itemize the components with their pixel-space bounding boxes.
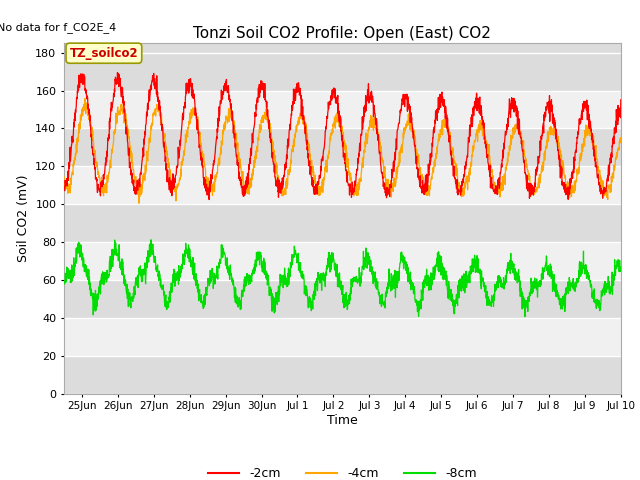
Bar — [64, 356, 621, 394]
-8cm — [147, 237, 155, 242]
-4cm — [602, 189, 609, 195]
-4cm — [601, 185, 609, 191]
Text: No data for f_CO2E_4: No data for f_CO2E_4 — [0, 22, 116, 33]
-4cm — [135, 200, 143, 206]
-2cm — [602, 187, 609, 193]
-2cm — [88, 144, 96, 150]
-2cm — [499, 147, 507, 153]
Title: Tonzi Soil CO2 Profile: Open (East) CO2: Tonzi Soil CO2 Profile: Open (East) CO2 — [193, 25, 492, 41]
-4cm — [617, 135, 625, 141]
Y-axis label: Soil CO2 (mV): Soil CO2 (mV) — [17, 175, 29, 262]
-2cm — [317, 172, 324, 178]
Legend: -2cm, -4cm, -8cm: -2cm, -4cm, -8cm — [204, 462, 481, 480]
-2cm — [114, 70, 122, 75]
-8cm — [617, 264, 625, 270]
-8cm — [316, 272, 324, 277]
-4cm — [60, 174, 68, 180]
Bar — [64, 204, 621, 242]
-2cm — [617, 97, 625, 103]
-2cm — [601, 185, 609, 191]
-2cm — [332, 89, 339, 95]
-4cm — [89, 128, 97, 134]
-4cm — [499, 185, 507, 191]
-8cm — [602, 280, 609, 286]
-8cm — [60, 278, 68, 284]
Line: -2cm: -2cm — [64, 72, 621, 200]
-8cm — [331, 263, 339, 268]
-2cm — [205, 197, 213, 203]
Bar — [64, 280, 621, 318]
Text: TZ_soilco2: TZ_soilco2 — [70, 47, 138, 60]
-8cm — [88, 295, 96, 300]
-8cm — [601, 278, 609, 284]
Bar — [64, 129, 621, 166]
X-axis label: Time: Time — [327, 414, 358, 427]
-4cm — [81, 96, 89, 101]
Line: -4cm: -4cm — [64, 98, 621, 203]
-4cm — [317, 192, 324, 198]
Line: -8cm: -8cm — [64, 240, 621, 317]
Bar — [64, 43, 621, 91]
-8cm — [521, 314, 529, 320]
-8cm — [499, 283, 506, 289]
-2cm — [60, 187, 68, 192]
-4cm — [332, 125, 339, 131]
